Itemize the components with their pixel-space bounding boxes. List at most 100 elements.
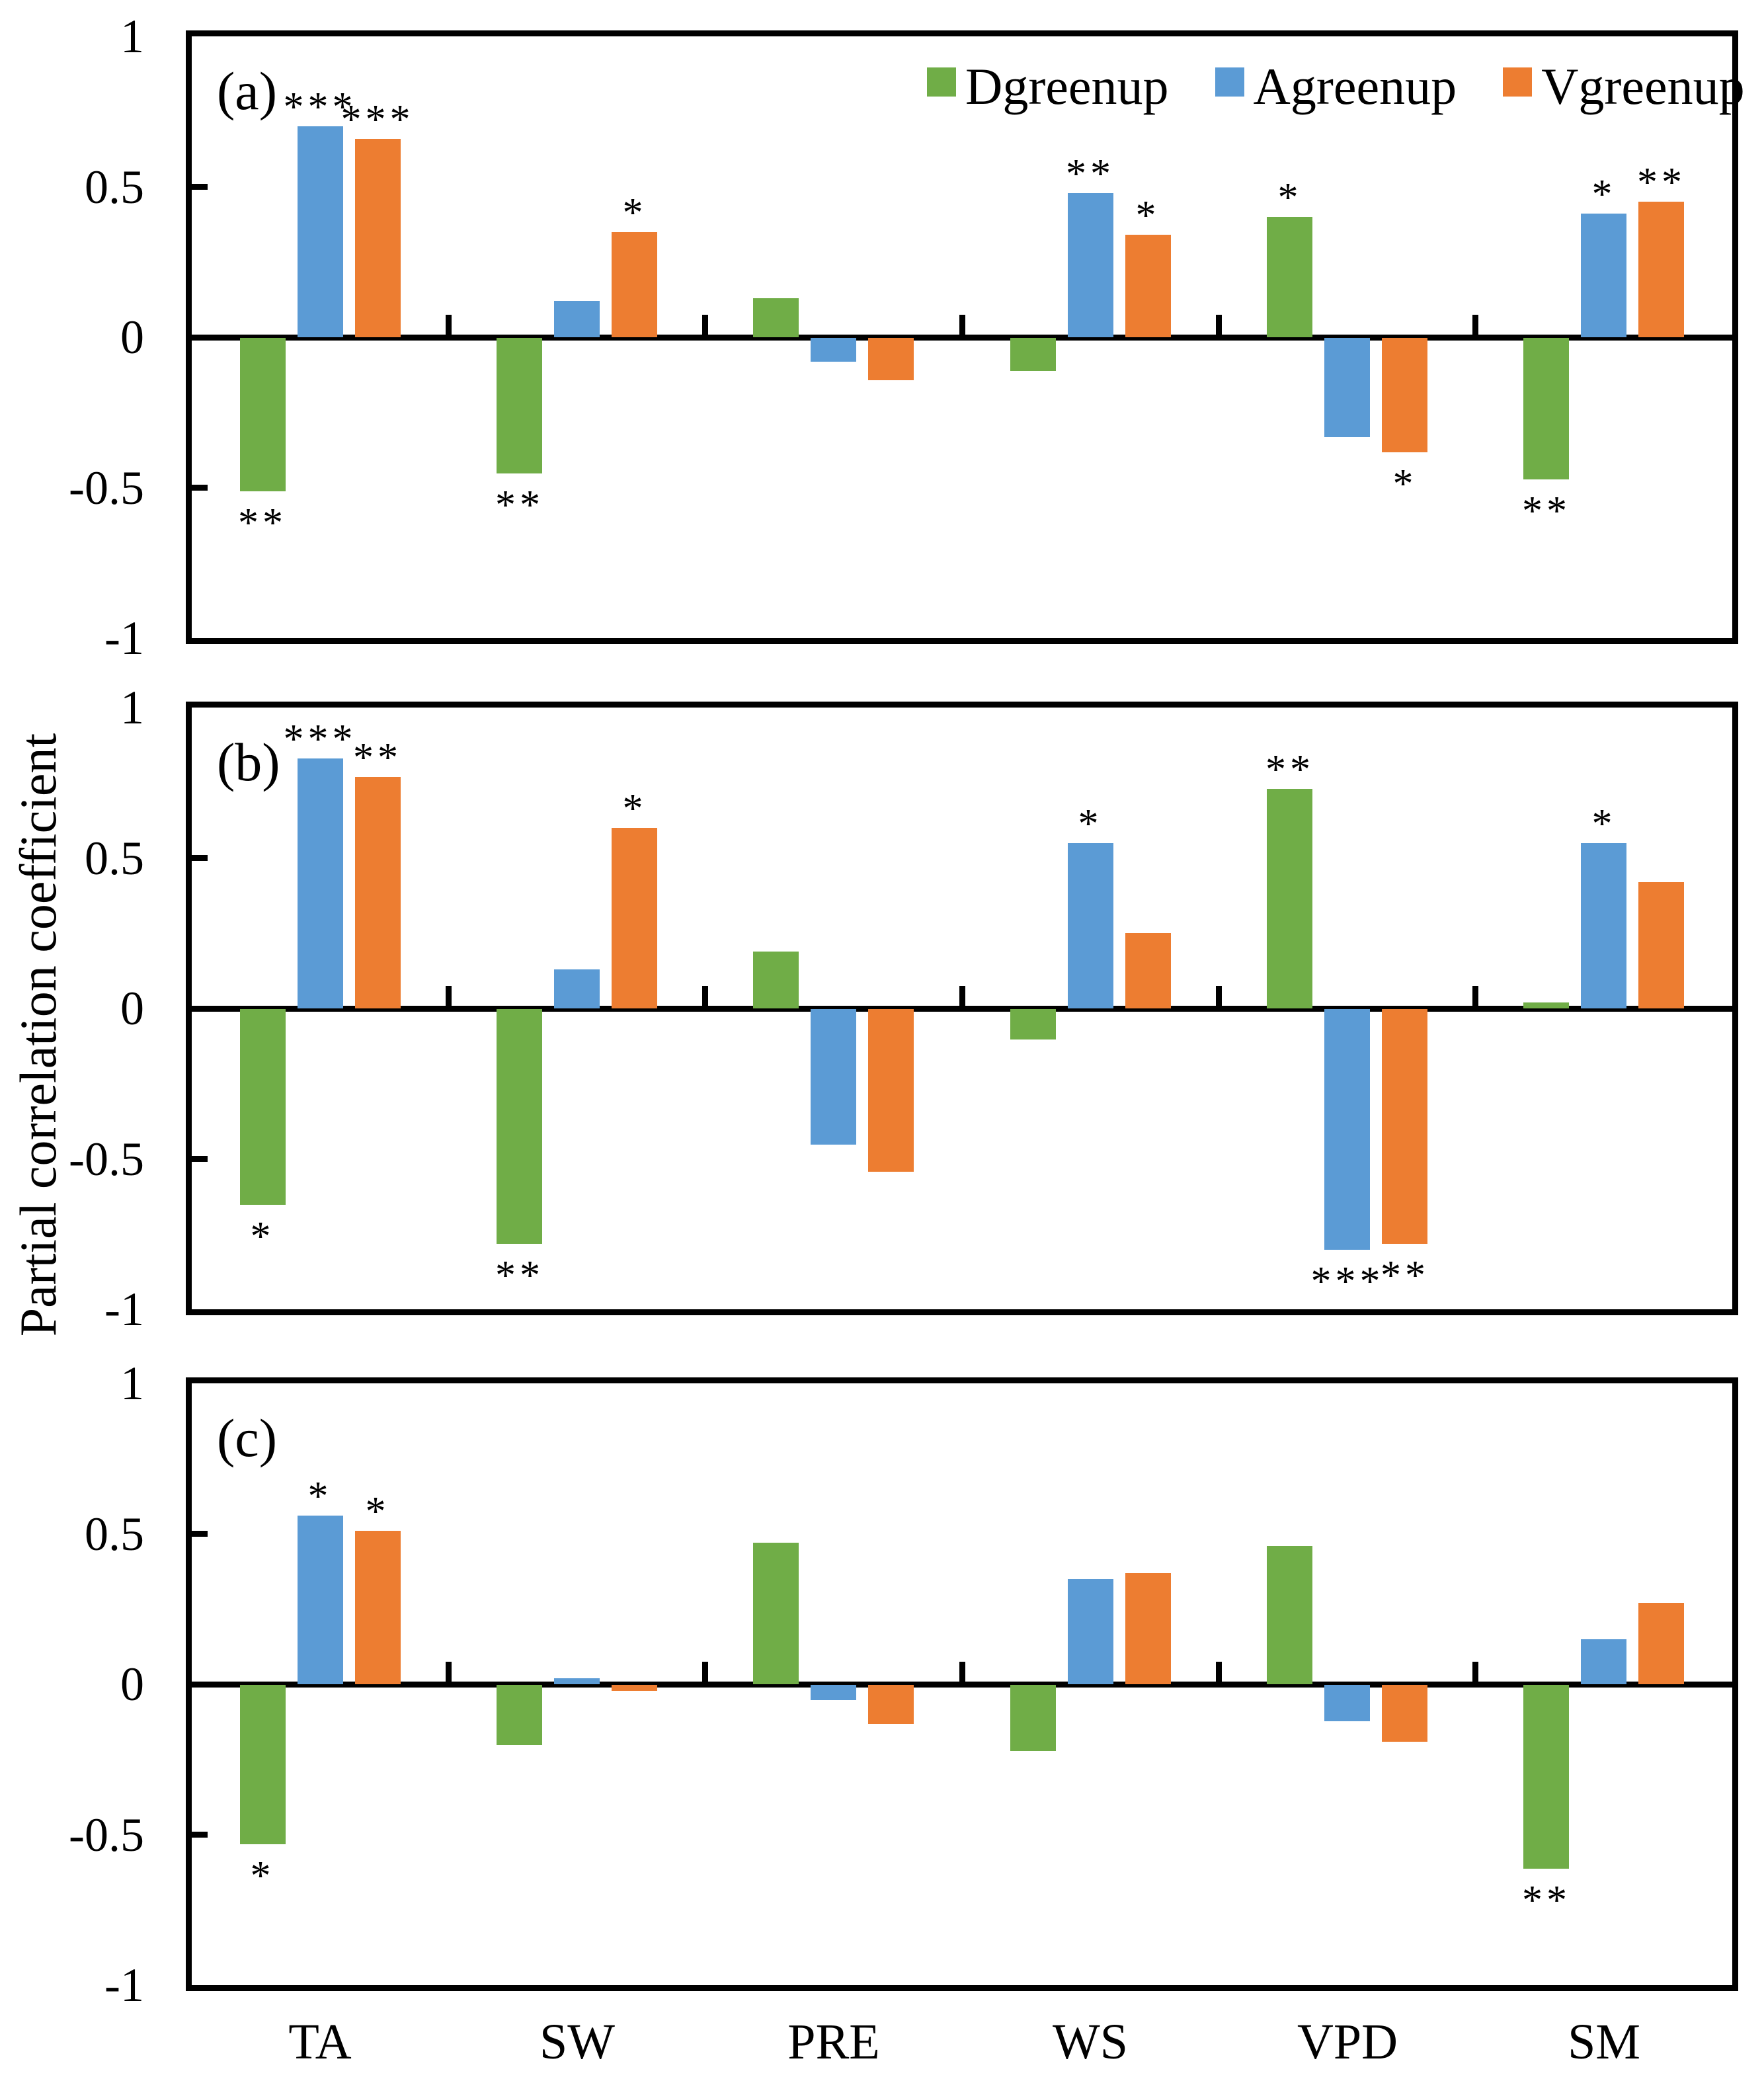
significance-label: * (250, 1214, 275, 1259)
bar-Agreenup-SM (1581, 1639, 1626, 1684)
bar-Agreenup-WS (1068, 843, 1113, 1008)
legend-swatch-agreenup-icon (1215, 67, 1244, 97)
bar-Agreenup-SM (1581, 843, 1626, 1008)
bar-Agreenup-WS (1068, 1579, 1113, 1684)
significance-label: * (1591, 172, 1617, 217)
y-tick-label: 0 (120, 982, 144, 1035)
category-tick (1472, 1662, 1478, 1684)
category-tick (959, 315, 965, 337)
significance-label: *** (341, 97, 415, 142)
bar-Dgreenup-VPD (1267, 1546, 1312, 1684)
y-axis-tick (192, 1531, 208, 1537)
x-axis-label-WS: WS (1053, 2014, 1128, 2070)
bar-Agreenup-VPD (1324, 338, 1370, 437)
bar-Agreenup-VPD (1324, 1685, 1370, 1721)
significance-label: ** (1265, 747, 1314, 792)
bar-Dgreenup-TA (240, 338, 286, 491)
bar-Vgreenup-VPD (1382, 1685, 1427, 1742)
y-tick-label: 0 (120, 1658, 144, 1711)
y-axis-tick (192, 1832, 208, 1838)
bar-Vgreenup-WS (1125, 933, 1171, 1008)
legend-label-vgreenup: Vgreenup (1541, 58, 1745, 115)
significance-label: ** (1637, 160, 1686, 205)
bar-Dgreenup-SW (497, 1009, 542, 1244)
y-tick-label: -0.5 (69, 462, 144, 514)
significance-label: *** (283, 717, 357, 762)
category-tick (1216, 315, 1222, 337)
zero-axis-line (192, 1006, 1732, 1012)
bar-Agreenup-PRE (811, 1009, 856, 1145)
category-tick (1216, 1662, 1222, 1684)
significance-label: ** (1066, 151, 1115, 196)
y-tick-label: -0.5 (69, 1809, 144, 1861)
y-tick-label: 1 (120, 681, 144, 734)
bar-Agreenup-TA (298, 758, 343, 1008)
y-tick-label: 1 (120, 1357, 144, 1410)
bar-Dgreenup-SW (497, 338, 542, 473)
panel-label: (c) (217, 1408, 278, 1468)
bar-Agreenup-TA (298, 126, 343, 337)
bar-Vgreenup-SW (612, 1685, 657, 1691)
bar-Agreenup-SW (554, 1678, 600, 1684)
bar-Agreenup-SW (554, 301, 600, 337)
bar-Vgreenup-SM (1638, 1603, 1684, 1684)
significance-label: * (1135, 193, 1160, 238)
significance-label: * (1078, 801, 1103, 846)
y-tick-label: -1 (104, 612, 144, 665)
y-tick-label: -1 (104, 1959, 144, 2012)
bar-Dgreenup-VPD (1267, 217, 1312, 337)
bar-Vgreenup-VPD (1382, 1009, 1427, 1244)
panel-label: (b) (217, 732, 280, 792)
panel-label: (a) (217, 61, 278, 121)
significance-label: ** (1381, 1253, 1429, 1298)
significance-label: * (1277, 175, 1303, 220)
significance-label: * (365, 1489, 390, 1534)
category-tick (446, 315, 452, 337)
bar-Vgreenup-PRE (868, 1009, 914, 1172)
x-axis-label-SW: SW (540, 2014, 615, 2070)
significance-label: *** (283, 85, 357, 130)
bar-Vgreenup-TA (355, 139, 401, 337)
bar-Dgreenup-SM (1523, 338, 1569, 479)
category-tick (446, 1662, 452, 1684)
category-tick (702, 986, 708, 1008)
significance-label: *** (1310, 1259, 1384, 1304)
significance-label: ** (353, 735, 402, 780)
bar-Vgreenup-VPD (1382, 338, 1427, 452)
significance-label: ** (1522, 489, 1571, 534)
bar-Agreenup-WS (1068, 193, 1113, 337)
bar-Dgreenup-VPD (1267, 789, 1312, 1008)
significance-label: ** (1522, 1878, 1571, 1923)
y-tick-label: 0.5 (85, 1508, 144, 1561)
bar-Dgreenup-TA (240, 1685, 286, 1844)
bar-Vgreenup-WS (1125, 1573, 1171, 1684)
bar-Dgreenup-PRE (753, 298, 799, 337)
panel-b: (b) * ** ** *** * *** * ** * ** (186, 702, 1738, 1315)
category-tick (1216, 986, 1222, 1008)
bar-Agreenup-TA (298, 1516, 343, 1684)
legend-label-agreenup: Agreenup (1253, 58, 1457, 115)
x-axis-label-PRE: PRE (787, 2014, 880, 2070)
bar-Vgreenup-PRE (868, 1685, 914, 1724)
y-tick-label: 1 (120, 10, 144, 63)
bar-Vgreenup-PRE (868, 338, 914, 380)
bar-Dgreenup-SM (1523, 1685, 1569, 1869)
significance-label: * (1392, 462, 1418, 507)
significance-label: * (1591, 801, 1617, 846)
category-tick (446, 986, 452, 1008)
legend-entry-dgreenup: Dgreenup (927, 60, 1169, 114)
significance-label: ** (495, 483, 544, 528)
zero-axis-line (192, 335, 1732, 341)
y-axis-tick (192, 855, 208, 861)
legend: Dgreenup Agreenup Vgreenup (927, 60, 1745, 114)
y-tick-label: 0 (120, 311, 144, 364)
x-axis-label-SM: SM (1568, 2014, 1640, 2070)
bar-Dgreenup-PRE (753, 952, 799, 1008)
category-tick (1472, 986, 1478, 1008)
zero-axis-line (192, 1682, 1732, 1688)
bar-Vgreenup-SW (612, 232, 657, 337)
bar-Vgreenup-WS (1125, 235, 1171, 337)
category-tick (702, 315, 708, 337)
bar-Dgreenup-WS (1010, 338, 1056, 371)
